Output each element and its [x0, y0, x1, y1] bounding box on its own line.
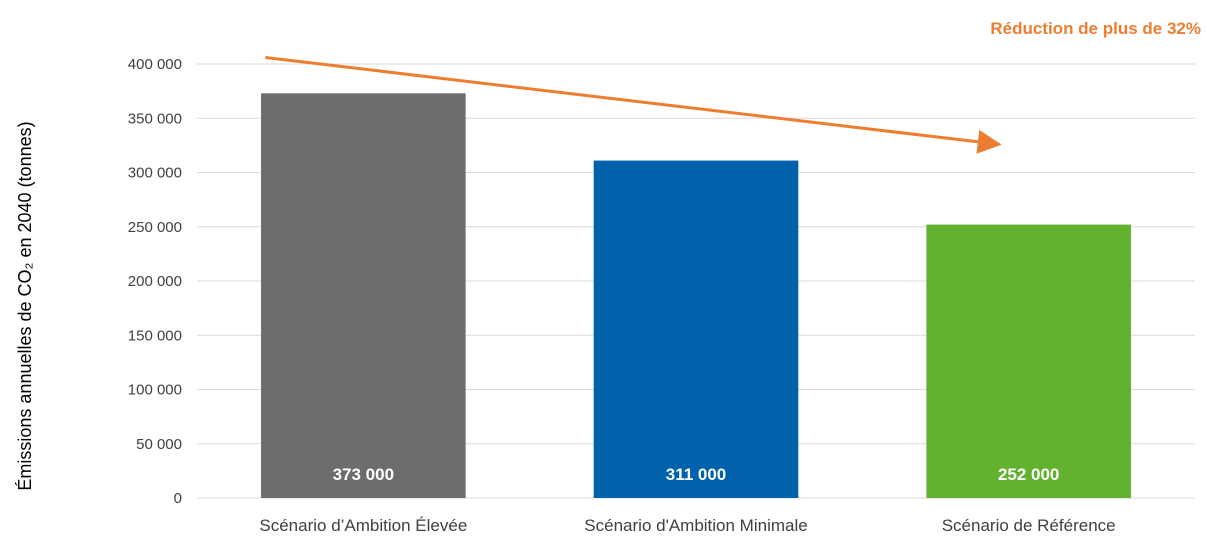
x-tick-label: Scénario d’Ambition Élevée	[259, 516, 467, 535]
y-tick-label: 50 000	[136, 436, 182, 453]
bar	[593, 160, 799, 498]
x-axis-ticks: Scénario d’Ambition Élevée Scénario d'Amb…	[259, 516, 1115, 535]
y-tick-label: 300 000	[128, 165, 182, 182]
y-axis-ticks: 0 50 000 100 000 150 000 200 000 250 000 300 0…	[128, 56, 182, 507]
data-label: 252 000	[998, 465, 1059, 484]
x-tick-label: Scénario d'Ambition Minimale	[584, 516, 807, 535]
y-tick-label: 150 000	[128, 327, 182, 344]
trend-arrow	[265, 56, 1002, 154]
y-tick-label: 350 000	[128, 110, 182, 127]
bar	[926, 224, 1131, 498]
y-tick-label: 250 000	[128, 219, 182, 236]
data-label: 373 000	[333, 465, 394, 484]
y-axis-label: Émissions annuelles de CO₂ en 2040 (tonn…	[15, 121, 35, 490]
y-tick-label: 100 000	[128, 382, 182, 399]
data-label: 311 000	[666, 465, 727, 484]
reduction-annotation: Réduction de plus de 32%	[990, 19, 1201, 38]
y-tick-label: 400 000	[128, 56, 182, 73]
bar	[261, 93, 466, 499]
data-labels: 373 000 311 000 252 000	[333, 465, 1060, 484]
x-tick-label: Scénario de Référence	[942, 516, 1116, 535]
y-tick-label: 200 000	[128, 273, 182, 290]
y-tick-label: 0	[174, 490, 182, 507]
bars	[261, 93, 1131, 499]
